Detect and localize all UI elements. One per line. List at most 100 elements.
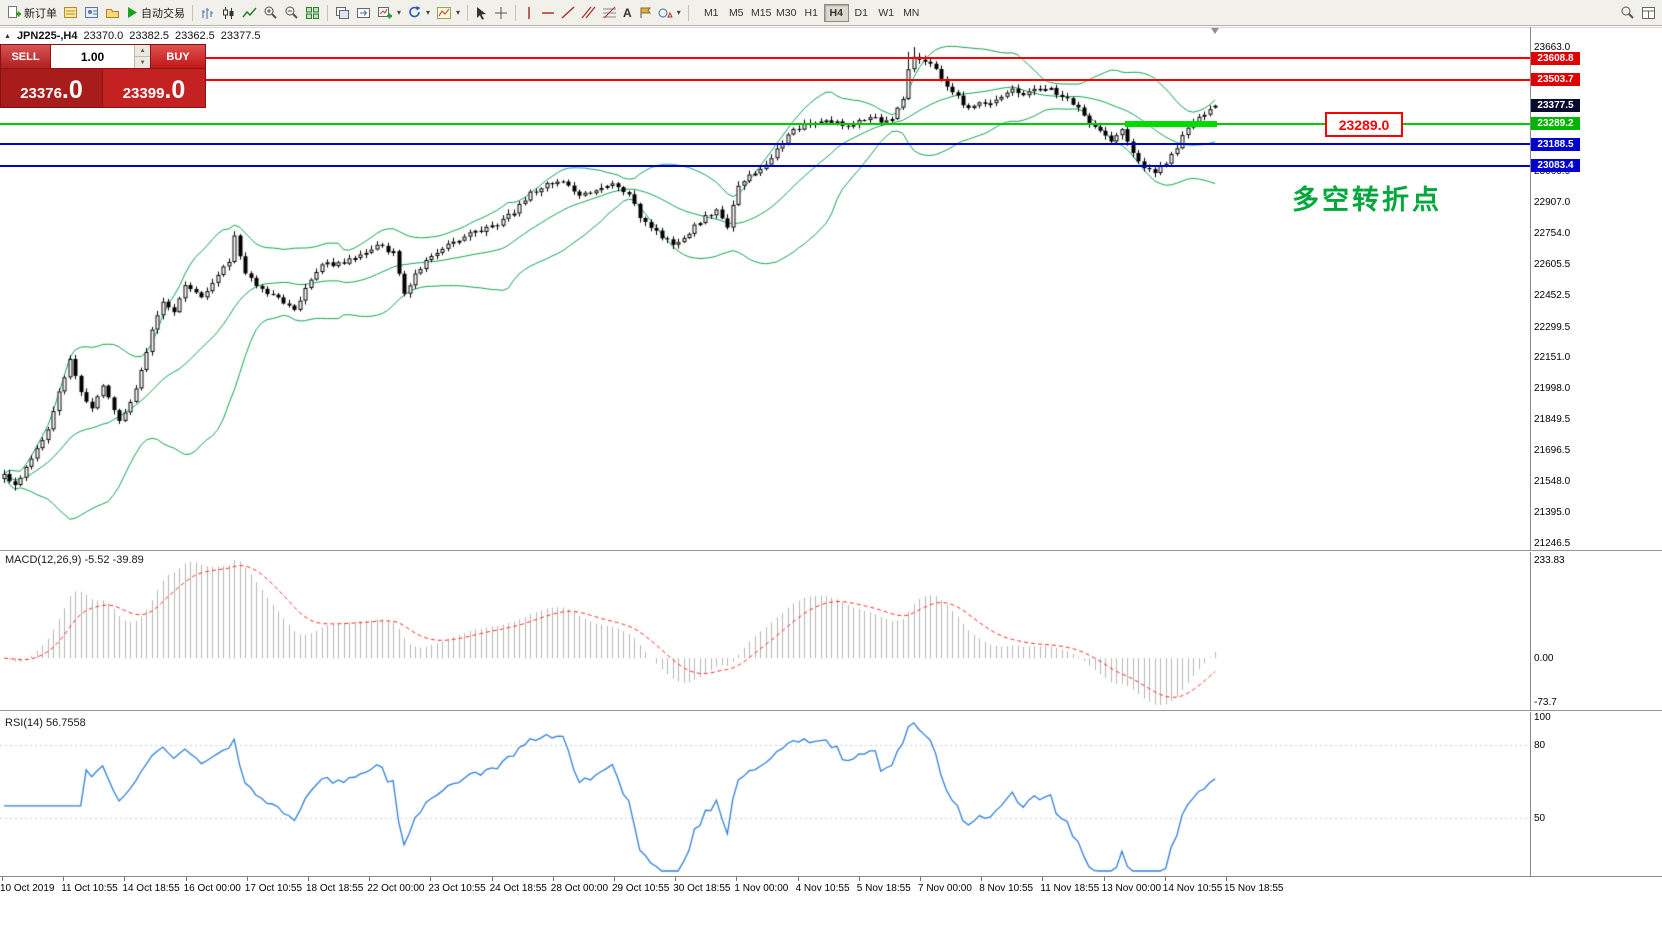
horizontal-line-object[interactable]	[0, 164, 1530, 167]
vertical-line-button[interactable]	[520, 3, 538, 23]
sell-price-main: 23376	[20, 85, 62, 102]
sell-button[interactable]: SELL	[1, 45, 52, 68]
channel-icon	[581, 6, 596, 19]
vertical-line-icon	[523, 6, 535, 20]
horizontal-line-object[interactable]	[0, 57, 1530, 60]
price-callout-box[interactable]: 23289.0	[1325, 112, 1403, 137]
toolbar-separator	[467, 4, 469, 21]
volume-stepper: ▲ ▼	[51, 45, 152, 68]
new-order-label: 新订单	[24, 7, 57, 20]
shapes-button[interactable]: ▾	[655, 3, 684, 23]
horizontal-line-button[interactable]	[538, 3, 558, 23]
toolbar: 新订单 自动交易	[0, 0, 1662, 26]
chevron-down-icon: ▾	[397, 8, 402, 17]
rsi-pane-separator[interactable]	[0, 710, 1662, 712]
timeframe-m15[interactable]: M15	[751, 6, 772, 19]
time-axis-label: 10 Oct 2019	[0, 883, 55, 894]
timeframe-h4[interactable]: H4	[823, 3, 849, 22]
time-axis-label: 30 Oct 18:55	[673, 883, 731, 894]
text-icon: A	[623, 5, 632, 20]
chart-top-border	[0, 27, 1662, 28]
crosshair-button[interactable]	[491, 3, 511, 23]
collapse-arrow-icon[interactable]: ▲	[4, 32, 11, 40]
chart-shift-button[interactable]	[353, 3, 374, 23]
search-button[interactable]	[1617, 3, 1638, 23]
profiles-button[interactable]: ▾	[404, 3, 433, 23]
time-axis-tick	[675, 877, 677, 881]
auto-trading-button[interactable]: 自动交易	[123, 3, 188, 23]
zoom-out-button[interactable]	[281, 3, 302, 23]
price-axis-separator	[1530, 27, 1531, 876]
timeframe-h1[interactable]: H1	[804, 6, 818, 19]
time-axis-tick	[185, 877, 187, 881]
cascade-windows-button[interactable]	[332, 3, 353, 23]
data-window-button[interactable]	[81, 3, 102, 23]
rsi-axis-label: 50	[1534, 812, 1546, 824]
bar-chart-button[interactable]	[197, 3, 218, 23]
support-highlight-segment[interactable]	[1125, 120, 1218, 127]
time-axis-label: 4 Nov 10:55	[795, 883, 850, 894]
rsi-axis-label: 100	[1534, 712, 1551, 723]
buy-price[interactable]: 23399 .0	[103, 69, 205, 107]
timeframe-d1[interactable]: D1	[854, 6, 868, 19]
price-axis-badge: 23289.2	[1531, 117, 1580, 131]
timeframe-mn[interactable]: MN	[903, 6, 920, 19]
time-axis-label: 13 Nov 00:00	[1101, 883, 1162, 894]
price-axis-label: 21246.5	[1534, 537, 1571, 549]
sell-price[interactable]: 23376 .0	[1, 69, 103, 107]
price-chart-canvas[interactable]	[0, 0, 1530, 876]
symbol-ohlc: ▲ JPN225-,H4 23370.0 23382.5 23362.5 233…	[4, 30, 261, 42]
indicators-button[interactable]: ▾	[433, 3, 463, 23]
timeframe-m1[interactable]: M1	[703, 6, 719, 19]
time-axis[interactable]: 10 Oct 2019 11 Oct 10:55 14 Oct 18:55 16 Oc…	[0, 876, 1662, 950]
time-axis-tick	[430, 877, 432, 881]
time-axis-tick	[124, 877, 126, 881]
macd-label: MACD(12,26,9) -5.52 -39.89	[5, 554, 144, 566]
time-axis-tick	[614, 877, 615, 881]
volume-input[interactable]	[51, 45, 135, 68]
volume-up-button[interactable]: ▲	[135, 45, 151, 57]
layout-button[interactable]	[1638, 3, 1659, 23]
tile-windows-button[interactable]	[302, 3, 323, 23]
market-watch-button[interactable]	[60, 3, 81, 23]
navigator-icon	[105, 5, 120, 20]
buy-price-frac: .0	[164, 76, 186, 104]
text-label-button[interactable]	[635, 3, 655, 23]
sell-price-frac: .0	[61, 76, 83, 104]
channel-button[interactable]	[578, 3, 599, 23]
macd-axis-label: -73.7	[1534, 697, 1557, 708]
new-chart-button[interactable]: ▾	[374, 3, 404, 23]
text-label-icon	[638, 6, 652, 19]
chart-shift-marker[interactable]	[1211, 28, 1219, 34]
new-order-button[interactable]: 新订单	[3, 3, 60, 23]
buy-button[interactable]: BUY	[151, 45, 205, 68]
trendline-button[interactable]	[558, 3, 578, 23]
time-axis-label: 8 Nov 10:55	[979, 883, 1034, 894]
horizontal-line-object[interactable]	[0, 143, 1530, 146]
time-axis-tick	[1226, 877, 1227, 881]
horizontal-line-object[interactable]	[0, 78, 1530, 81]
time-axis-tick	[246, 877, 248, 881]
time-axis-label: 7 Nov 00:00	[918, 883, 972, 894]
cursor-button[interactable]	[472, 3, 491, 23]
volume-down-button[interactable]: ▼	[135, 57, 151, 68]
timeframe-bar: M1 M5 M15 M30 H1 H4 D1 W1 MN	[699, 3, 924, 22]
price-axis-label: 21548.0	[1534, 475, 1571, 487]
zoom-in-button[interactable]	[260, 3, 281, 23]
timeframe-m30[interactable]: M30	[776, 6, 797, 19]
macd-pane-separator[interactable]	[0, 550, 1662, 552]
chart-shift-icon	[356, 6, 371, 20]
line-chart-button[interactable]	[239, 3, 260, 23]
time-axis-tick	[491, 877, 493, 881]
timeframe-m5[interactable]: M5	[728, 6, 744, 19]
horizontal-line-object[interactable]	[0, 122, 1530, 125]
macd-axis-label: 0.00	[1534, 653, 1554, 665]
turning-point-annotation[interactable]: 多空转折点	[1292, 185, 1442, 215]
fibonacci-button[interactable]	[599, 3, 620, 23]
timeframe-w1[interactable]: W1	[878, 6, 895, 19]
rsi-label: RSI(14) 56.7558	[5, 717, 86, 729]
text-tool-button[interactable]: A	[620, 3, 635, 23]
navigator-button[interactable]	[102, 3, 123, 23]
candlestick-chart-button[interactable]	[218, 3, 239, 23]
